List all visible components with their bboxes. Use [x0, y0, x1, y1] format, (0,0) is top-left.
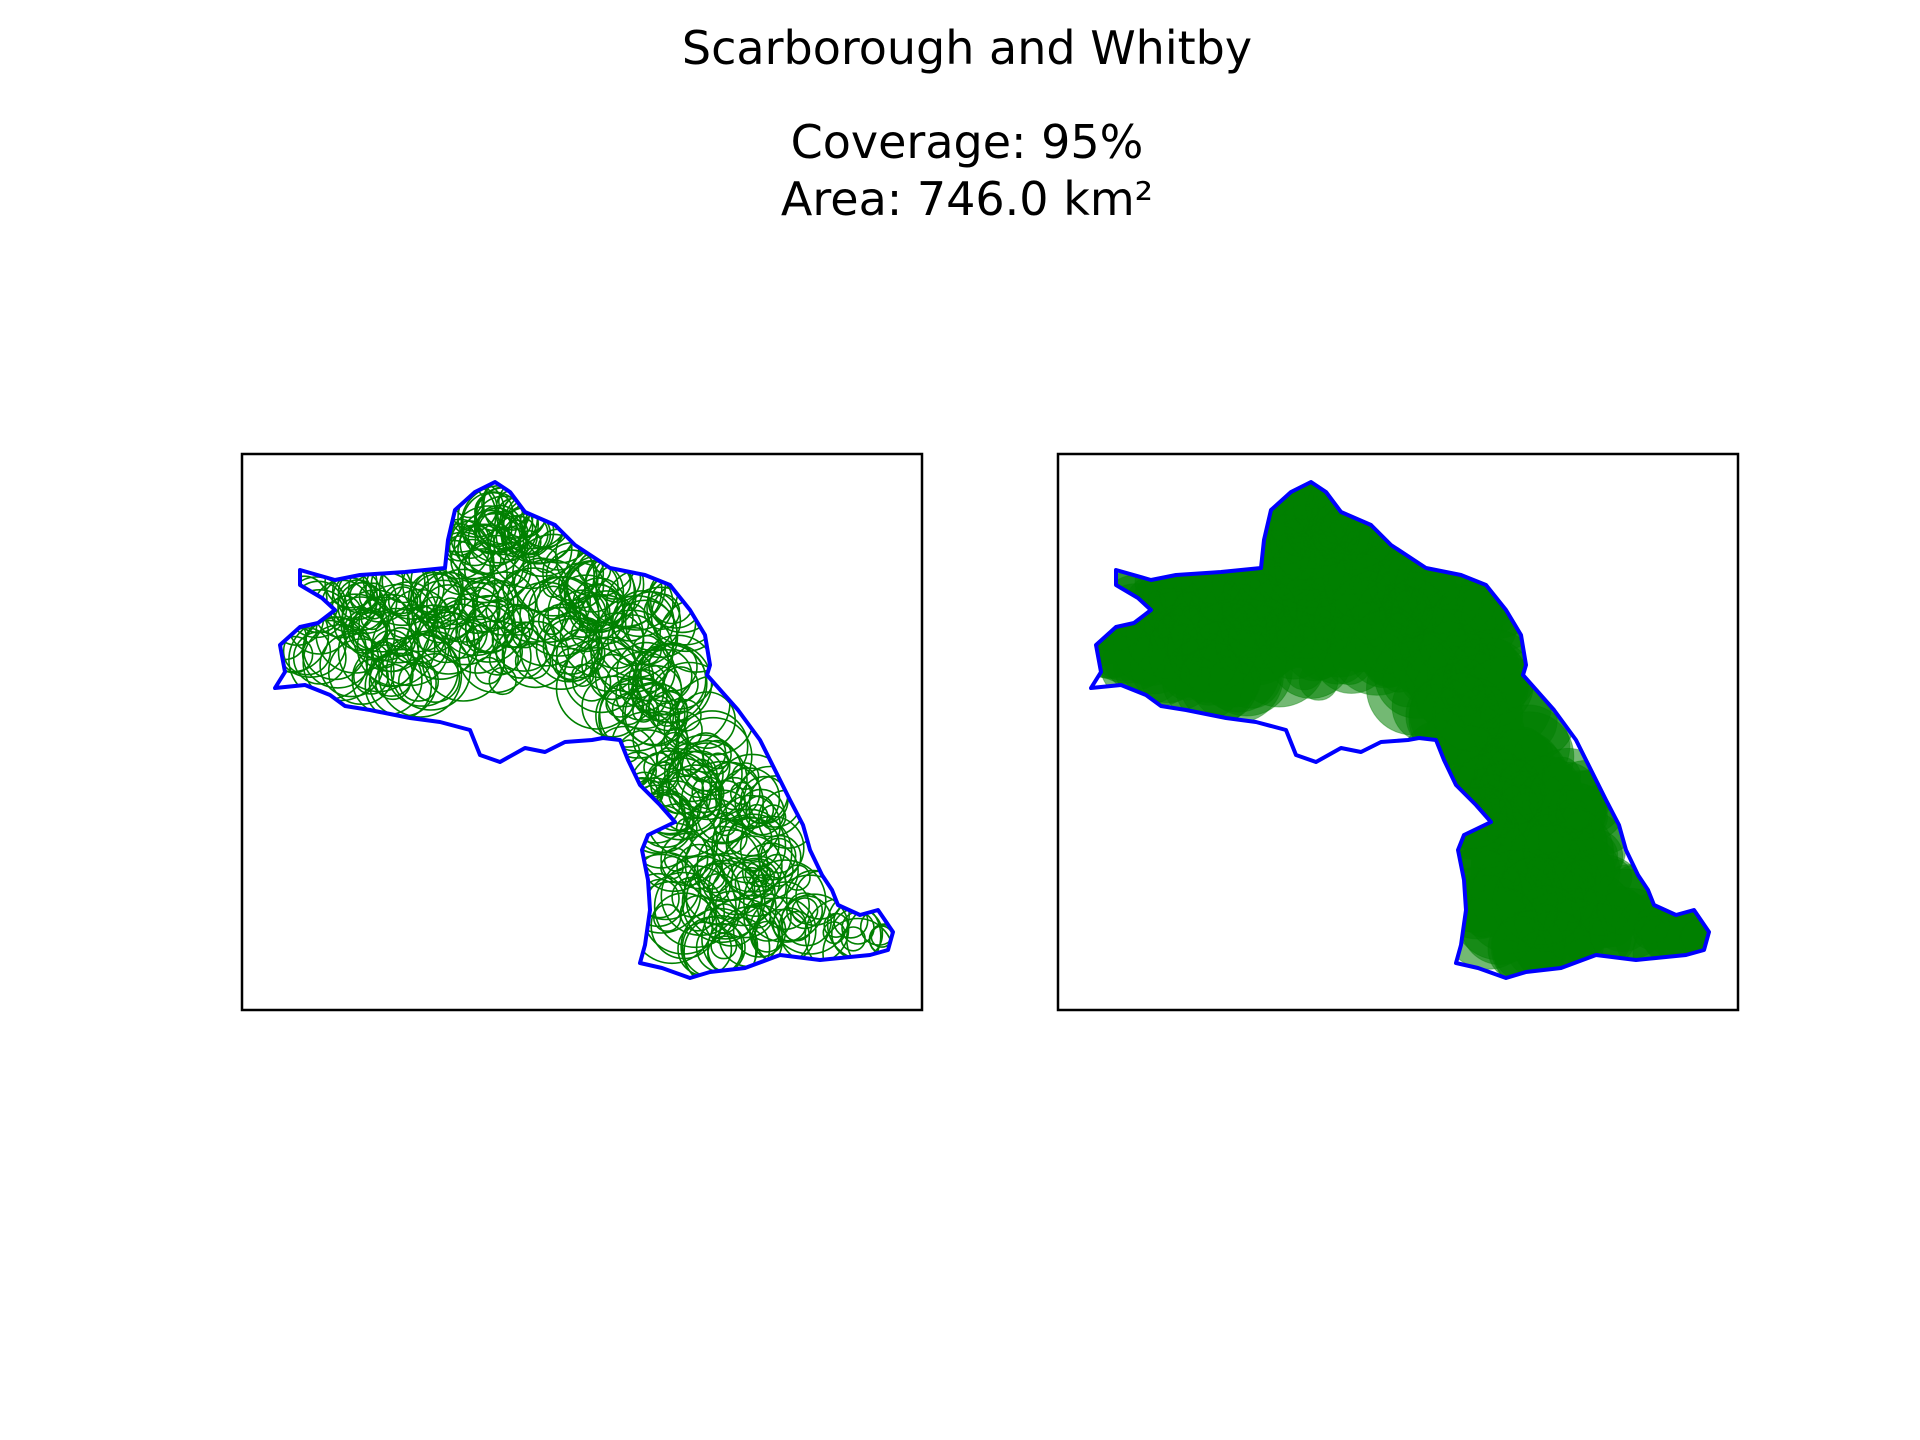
coverage-circle-outline: [724, 854, 787, 917]
chart-title: Scarborough and Whitby: [682, 21, 1252, 75]
coverage-circle-outline: [731, 762, 760, 791]
coverage-circle-outline: [822, 917, 893, 978]
coverage-circle-outline: [448, 615, 507, 674]
coverage-circle-outline: [465, 624, 495, 654]
coverage-circle-outline: [474, 491, 514, 532]
coverage-circle-outline: [579, 590, 634, 645]
right-map-panel: [1056, 452, 1740, 1012]
coverage-circle-outline: [714, 876, 777, 939]
coverage-circle-outline: [411, 579, 476, 644]
coverage-circle-outline: [555, 647, 639, 730]
coverage-circle-outline: [535, 585, 571, 620]
coverage-circle-outline: [705, 779, 746, 820]
coverage-circle-outline: [450, 520, 490, 560]
coverage-circle-outline: [501, 620, 570, 689]
coverage-circle-outline: [571, 662, 612, 702]
coverage-circle-filled: [1548, 782, 1607, 842]
coverage-circle-outline: [675, 817, 698, 840]
coverage-circle-outline: [417, 605, 475, 664]
coverage-circle-outline: [502, 603, 535, 636]
coverage-circle-outline: [492, 526, 528, 561]
coverage-circle-outline: [489, 546, 530, 587]
right-coverage-circles: [1091, 482, 1709, 978]
coverage-circle-outline: [667, 764, 723, 820]
coverage-circle-outline: [685, 859, 766, 940]
coverage-circle-outline: [664, 734, 743, 814]
coverage-circle-filled: [1258, 610, 1329, 680]
coverage-circle-outline: [365, 637, 415, 688]
coverage-circle-outline: [760, 853, 794, 888]
coverage-circle-outline: [570, 617, 603, 650]
coverage-circle-outline: [729, 781, 754, 806]
coverage-circle-outline: [823, 912, 849, 939]
coverage-circle-filled: [1441, 672, 1486, 717]
coverage-circle-outline: [619, 668, 658, 707]
coverage-circle-outline: [397, 660, 440, 702]
coverage-circle-outline: [603, 651, 683, 730]
coverage-circle-filled: [1498, 784, 1539, 825]
coverage-circle-outline: [594, 647, 655, 708]
coverage-circle-outline: [711, 861, 776, 927]
coverage-circle-outline: [630, 677, 665, 712]
left-axes-frame: [240, 452, 924, 1012]
coverage-circle-outline: [542, 575, 565, 598]
left-map-panel: [240, 452, 924, 1012]
coverage-circle-outline: [450, 538, 495, 583]
coverage-circle-outline: [558, 589, 607, 639]
coverage-circle-outline: [650, 892, 718, 960]
coverage-circle-outline: [458, 619, 532, 694]
coverage-circle-outline: [568, 591, 611, 634]
coverage-circle-outline: [840, 926, 866, 952]
coverage-circle-outline: [315, 593, 396, 674]
coverage-circle-outline: [555, 628, 606, 679]
coverage-circle-outline: [741, 842, 799, 900]
coverage-circle-outline: [410, 652, 461, 703]
coverage-circle-outline: [632, 699, 656, 723]
coverage-circle-outline: [416, 611, 481, 675]
coverage-circle-outline: [752, 865, 776, 888]
coverage-circle-outline: [639, 648, 693, 703]
area-label: Area: 746.0 km²: [781, 172, 1153, 226]
coverage-circle-filled: [1379, 585, 1433, 640]
coverage-circle-outline: [652, 903, 682, 932]
coverage-circle-outline: [781, 910, 813, 942]
coverage-circle-outline: [426, 568, 501, 643]
coverage-circle-outline: [669, 698, 702, 732]
coverage-circle-outline: [688, 789, 718, 819]
coverage-circle-outline: [302, 623, 380, 702]
coverage-circle-outline: [742, 859, 827, 943]
coverage-circle-outline: [459, 509, 525, 575]
coverage-circle-outline: [421, 596, 447, 622]
coverage-circle-outline: [786, 892, 824, 930]
coverage-circle-outline: [701, 897, 784, 978]
coverage-circle-outline: [681, 862, 763, 944]
coverage-circle-outline: [680, 760, 765, 845]
coverage-circle-filled: [1570, 848, 1616, 893]
coverage-circle-outline: [598, 677, 680, 759]
coverage-circle-outline: [587, 612, 645, 670]
coverage-circle-outline: [387, 588, 452, 653]
coverage-circle-outline: [732, 904, 787, 958]
coverage-circle-outline: [543, 611, 601, 669]
coverage-circle-outline: [691, 776, 725, 810]
coverage-circle-outline: [463, 534, 532, 603]
coverage-label: Coverage: 95%: [791, 115, 1144, 169]
coverage-circle-outline: [737, 788, 785, 836]
coverage-circle-filled: [1492, 910, 1565, 978]
coverage-circle-outline: [457, 548, 508, 599]
coverage-circle-outline: [282, 627, 332, 676]
coverage-circle-outline: [474, 656, 503, 685]
